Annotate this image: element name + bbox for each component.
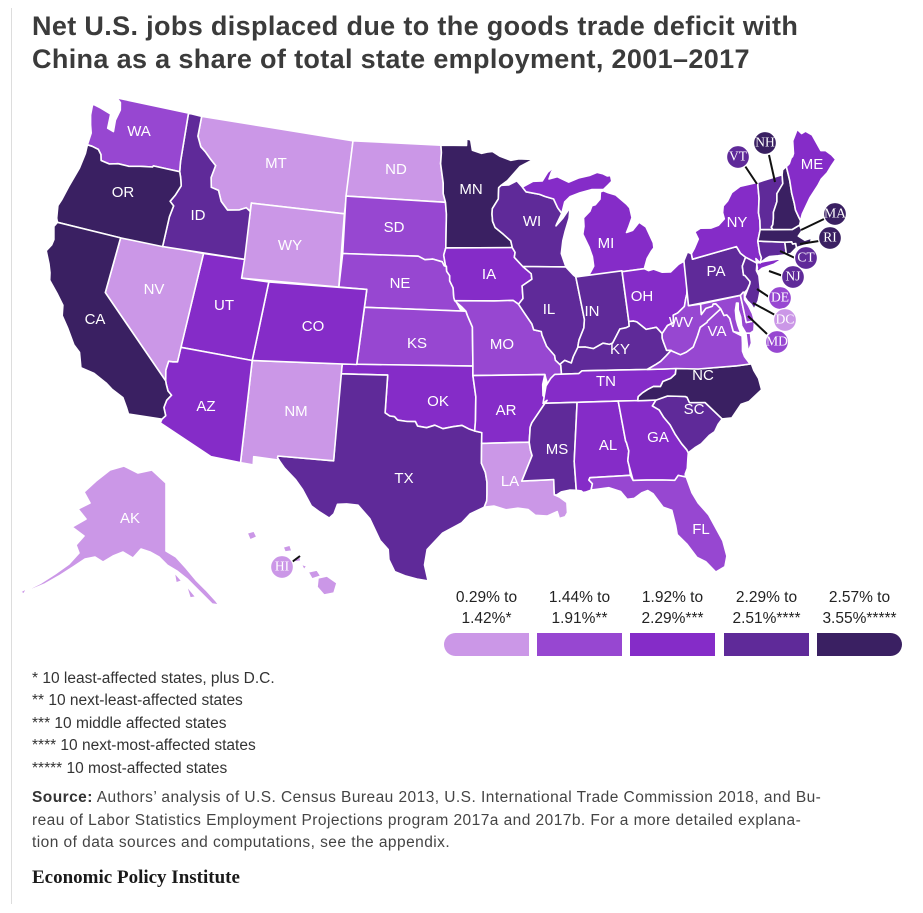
svg-text:NV: NV	[144, 281, 165, 298]
svg-text:LA: LA	[501, 473, 519, 490]
svg-text:OR: OR	[112, 184, 135, 201]
svg-text:UT: UT	[214, 297, 234, 314]
svg-text:DC: DC	[776, 312, 795, 327]
svg-text:WV: WV	[669, 314, 693, 331]
svg-text:ND: ND	[385, 161, 407, 178]
svg-text:IA: IA	[482, 266, 496, 283]
svg-text:VA: VA	[708, 323, 727, 340]
svg-text:NC: NC	[692, 367, 714, 384]
svg-text:NJ: NJ	[785, 269, 800, 284]
svg-text:PA: PA	[707, 263, 726, 280]
svg-text:MN: MN	[459, 181, 482, 198]
svg-text:NY: NY	[727, 214, 748, 231]
svg-text:HI: HI	[275, 559, 290, 574]
svg-text:NE: NE	[390, 275, 411, 292]
svg-text:AK: AK	[120, 510, 140, 527]
svg-text:KS: KS	[407, 335, 427, 352]
svg-text:MD: MD	[766, 334, 788, 349]
svg-text:NH: NH	[755, 135, 775, 150]
svg-text:WY: WY	[278, 237, 302, 254]
svg-text:GA: GA	[647, 429, 669, 446]
svg-text:SD: SD	[384, 219, 405, 236]
svg-text:RI: RI	[823, 230, 837, 245]
svg-text:ME: ME	[801, 156, 824, 173]
svg-text:CT: CT	[797, 250, 815, 265]
svg-text:MA: MA	[824, 206, 846, 221]
svg-text:IN: IN	[585, 303, 600, 320]
svg-text:OH: OH	[631, 288, 654, 305]
svg-text:WA: WA	[127, 123, 151, 140]
svg-text:WI: WI	[523, 213, 541, 230]
svg-text:MS: MS	[546, 441, 569, 458]
svg-text:SC: SC	[684, 401, 705, 418]
svg-text:MT: MT	[265, 155, 287, 172]
svg-text:TN: TN	[596, 373, 616, 390]
svg-text:ID: ID	[191, 207, 206, 224]
svg-text:DE: DE	[771, 290, 789, 305]
svg-text:CA: CA	[85, 311, 106, 328]
svg-text:KY: KY	[610, 341, 630, 358]
svg-text:AL: AL	[599, 437, 617, 454]
svg-text:MI: MI	[598, 235, 615, 252]
svg-text:CO: CO	[302, 318, 325, 335]
svg-text:MO: MO	[490, 336, 514, 353]
svg-text:AZ: AZ	[196, 398, 215, 415]
svg-text:VT: VT	[729, 149, 748, 164]
svg-text:OK: OK	[427, 393, 449, 410]
svg-text:AR: AR	[496, 402, 517, 419]
svg-text:FL: FL	[692, 521, 710, 538]
svg-text:NM: NM	[284, 403, 307, 420]
svg-text:IL: IL	[543, 301, 556, 318]
svg-text:TX: TX	[394, 470, 413, 487]
